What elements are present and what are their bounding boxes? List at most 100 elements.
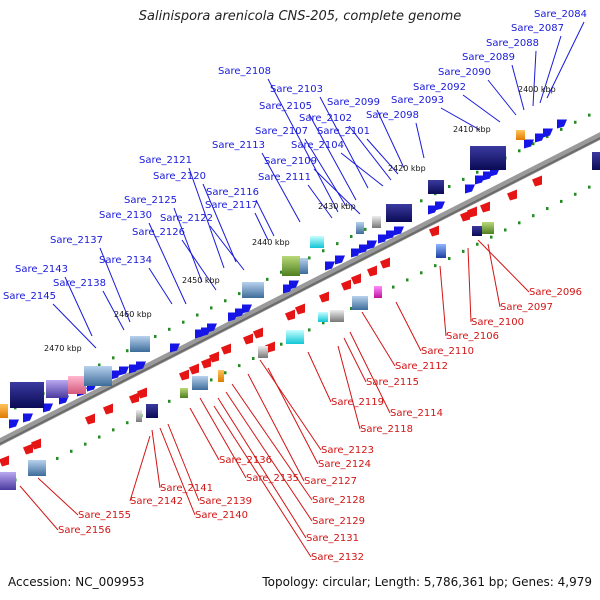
ruler-tick xyxy=(448,185,451,189)
gene-label-reverse[interactable]: Sare_2129 xyxy=(312,516,365,527)
gene-label-forward[interactable]: Sare_2134 xyxy=(99,255,152,266)
leader-line-forward xyxy=(462,94,501,123)
leader-line-reverse xyxy=(467,247,472,323)
gene-label-forward[interactable]: Sare_2111 xyxy=(258,172,311,183)
gene-label-forward[interactable]: Sare_2137 xyxy=(50,235,103,246)
gene-arrow-forward xyxy=(43,403,53,413)
gene-feature-box xyxy=(10,382,44,408)
gene-label-forward[interactable]: Sare_2126 xyxy=(132,227,185,238)
gene-arrow-reverse xyxy=(23,443,33,455)
gene-label-forward[interactable]: Sare_2087 xyxy=(511,23,564,34)
gene-label-forward[interactable]: Sare_2089 xyxy=(462,52,515,63)
gene-label-forward[interactable]: Sare_2104 xyxy=(291,140,344,151)
ruler-tick xyxy=(406,278,409,282)
gene-label-reverse[interactable]: Sare_2155 xyxy=(78,510,131,521)
gene-label-forward[interactable]: Sare_2101 xyxy=(317,126,370,137)
ruler-tick xyxy=(574,120,577,124)
gene-label-reverse[interactable]: Sare_2110 xyxy=(421,346,474,357)
gene-label-forward[interactable]: Sare_2090 xyxy=(438,67,491,78)
gene-arrow-reverse xyxy=(351,273,361,285)
gene-label-forward[interactable]: Sare_2109 xyxy=(264,156,317,167)
leader-line-reverse xyxy=(307,351,332,403)
gene-label-reverse[interactable]: Sare_2127 xyxy=(304,476,357,487)
gene-label-forward[interactable]: Sare_2099 xyxy=(327,97,380,108)
gene-label-forward[interactable]: Sare_2084 xyxy=(534,9,587,20)
gene-label-reverse[interactable]: Sare_2128 xyxy=(312,495,365,506)
gene-label-reverse[interactable]: Sare_2141 xyxy=(160,483,213,494)
gene-arrow-reverse xyxy=(221,343,231,355)
ruler-tick xyxy=(322,321,325,325)
gene-label-reverse[interactable]: Sare_2140 xyxy=(195,510,248,521)
ruler-tick xyxy=(420,271,423,275)
gene-label-reverse[interactable]: Sare_2139 xyxy=(199,496,252,507)
ruler-tick xyxy=(238,364,241,368)
gene-feature-box xyxy=(318,312,328,322)
gene-label-reverse[interactable]: Sare_2124 xyxy=(318,459,371,470)
gene-label-forward[interactable]: Sare_2143 xyxy=(15,264,68,275)
gene-label-reverse[interactable]: Sare_2156 xyxy=(58,525,111,536)
gene-feature-box xyxy=(428,180,444,194)
gene-arrow-reverse xyxy=(137,387,147,399)
gene-label-forward[interactable]: Sare_2107 xyxy=(255,126,308,137)
gene-arrow-forward xyxy=(351,248,361,258)
gene-label-reverse[interactable]: Sare_2135 xyxy=(246,473,299,484)
gene-label-reverse[interactable]: Sare_2131 xyxy=(306,533,359,544)
gene-arrow-forward xyxy=(524,139,534,149)
gene-feature-box xyxy=(286,330,304,344)
ruler-tick xyxy=(112,356,115,360)
gene-label-reverse[interactable]: Sare_2097 xyxy=(500,302,553,313)
gene-label-reverse[interactable]: Sare_2112 xyxy=(395,361,448,372)
gene-arrow-reverse xyxy=(460,210,470,222)
gene-label-reverse[interactable]: Sare_2142 xyxy=(130,496,183,507)
gene-label-reverse[interactable]: Sare_2118 xyxy=(360,424,413,435)
leader-line-forward xyxy=(440,107,481,131)
gene-arrow-forward xyxy=(9,419,19,429)
gene-feature-box xyxy=(0,404,8,418)
ruler-tick xyxy=(98,435,101,439)
leader-line-forward xyxy=(173,207,203,283)
gene-label-reverse[interactable]: Sare_2132 xyxy=(311,552,364,563)
gene-label-reverse[interactable]: Sare_2114 xyxy=(390,408,443,419)
gene-arrow-forward xyxy=(325,261,335,271)
gene-label-forward[interactable]: Sare_2093 xyxy=(391,95,444,106)
gene-label-forward[interactable]: Sare_2102 xyxy=(299,113,352,124)
gene-label-forward[interactable]: Sare_2125 xyxy=(124,195,177,206)
gene-label-reverse[interactable]: Sare_2115 xyxy=(366,377,419,388)
gene-label-forward[interactable]: Sare_2145 xyxy=(3,291,56,302)
gene-label-forward[interactable]: Sare_2117 xyxy=(205,200,258,211)
gene-label-forward[interactable]: Sare_2113 xyxy=(212,140,265,151)
gene-label-forward[interactable]: Sare_2098 xyxy=(366,110,419,121)
gene-arrow-forward xyxy=(242,304,252,314)
gene-label-forward[interactable]: Sare_2116 xyxy=(206,187,259,198)
gene-label-forward[interactable]: Sare_2088 xyxy=(486,38,539,49)
gene-label-forward[interactable]: Sare_2092 xyxy=(413,82,466,93)
ruler-tick xyxy=(532,142,535,146)
gene-label-reverse[interactable]: Sare_2123 xyxy=(321,445,374,456)
ruler-tick xyxy=(588,185,591,189)
ruler-label: 2410 kbp xyxy=(453,125,491,134)
gene-label-forward[interactable]: Sare_2122 xyxy=(160,213,213,224)
gene-label-reverse[interactable]: Sare_2100 xyxy=(471,317,524,328)
ruler-label: 2440 kbp xyxy=(252,238,290,247)
gene-arrow-forward xyxy=(235,308,245,318)
gene-label-forward[interactable]: Sare_2120 xyxy=(153,171,206,182)
leader-line-reverse xyxy=(129,435,151,502)
gene-label-reverse[interactable]: Sare_2119 xyxy=(331,397,384,408)
gene-label-reverse[interactable]: Sare_2136 xyxy=(219,455,272,466)
gene-arrow-forward xyxy=(378,234,388,244)
gene-arrow-reverse xyxy=(253,327,263,339)
gene-arrow-reverse xyxy=(380,257,390,269)
gene-label-forward[interactable]: Sare_2138 xyxy=(53,278,106,289)
gene-label-reverse[interactable]: Sare_2106 xyxy=(446,331,499,342)
gene-label-forward[interactable]: Sare_2121 xyxy=(139,155,192,166)
gene-arrow-reverse xyxy=(319,291,329,303)
ruler-label: 2450 kbp xyxy=(182,276,220,285)
gene-label-reverse[interactable]: Sare_2096 xyxy=(529,287,582,298)
gene-label-forward[interactable]: Sare_2130 xyxy=(99,210,152,221)
gene-label-forward[interactable]: Sare_2103 xyxy=(270,84,323,95)
gene-label-forward[interactable]: Sare_2108 xyxy=(218,66,271,77)
gene-arrow-forward xyxy=(283,284,293,294)
ruler-tick xyxy=(574,192,577,196)
gene-label-forward[interactable]: Sare_2105 xyxy=(259,101,312,112)
leader-line-forward xyxy=(539,35,562,104)
